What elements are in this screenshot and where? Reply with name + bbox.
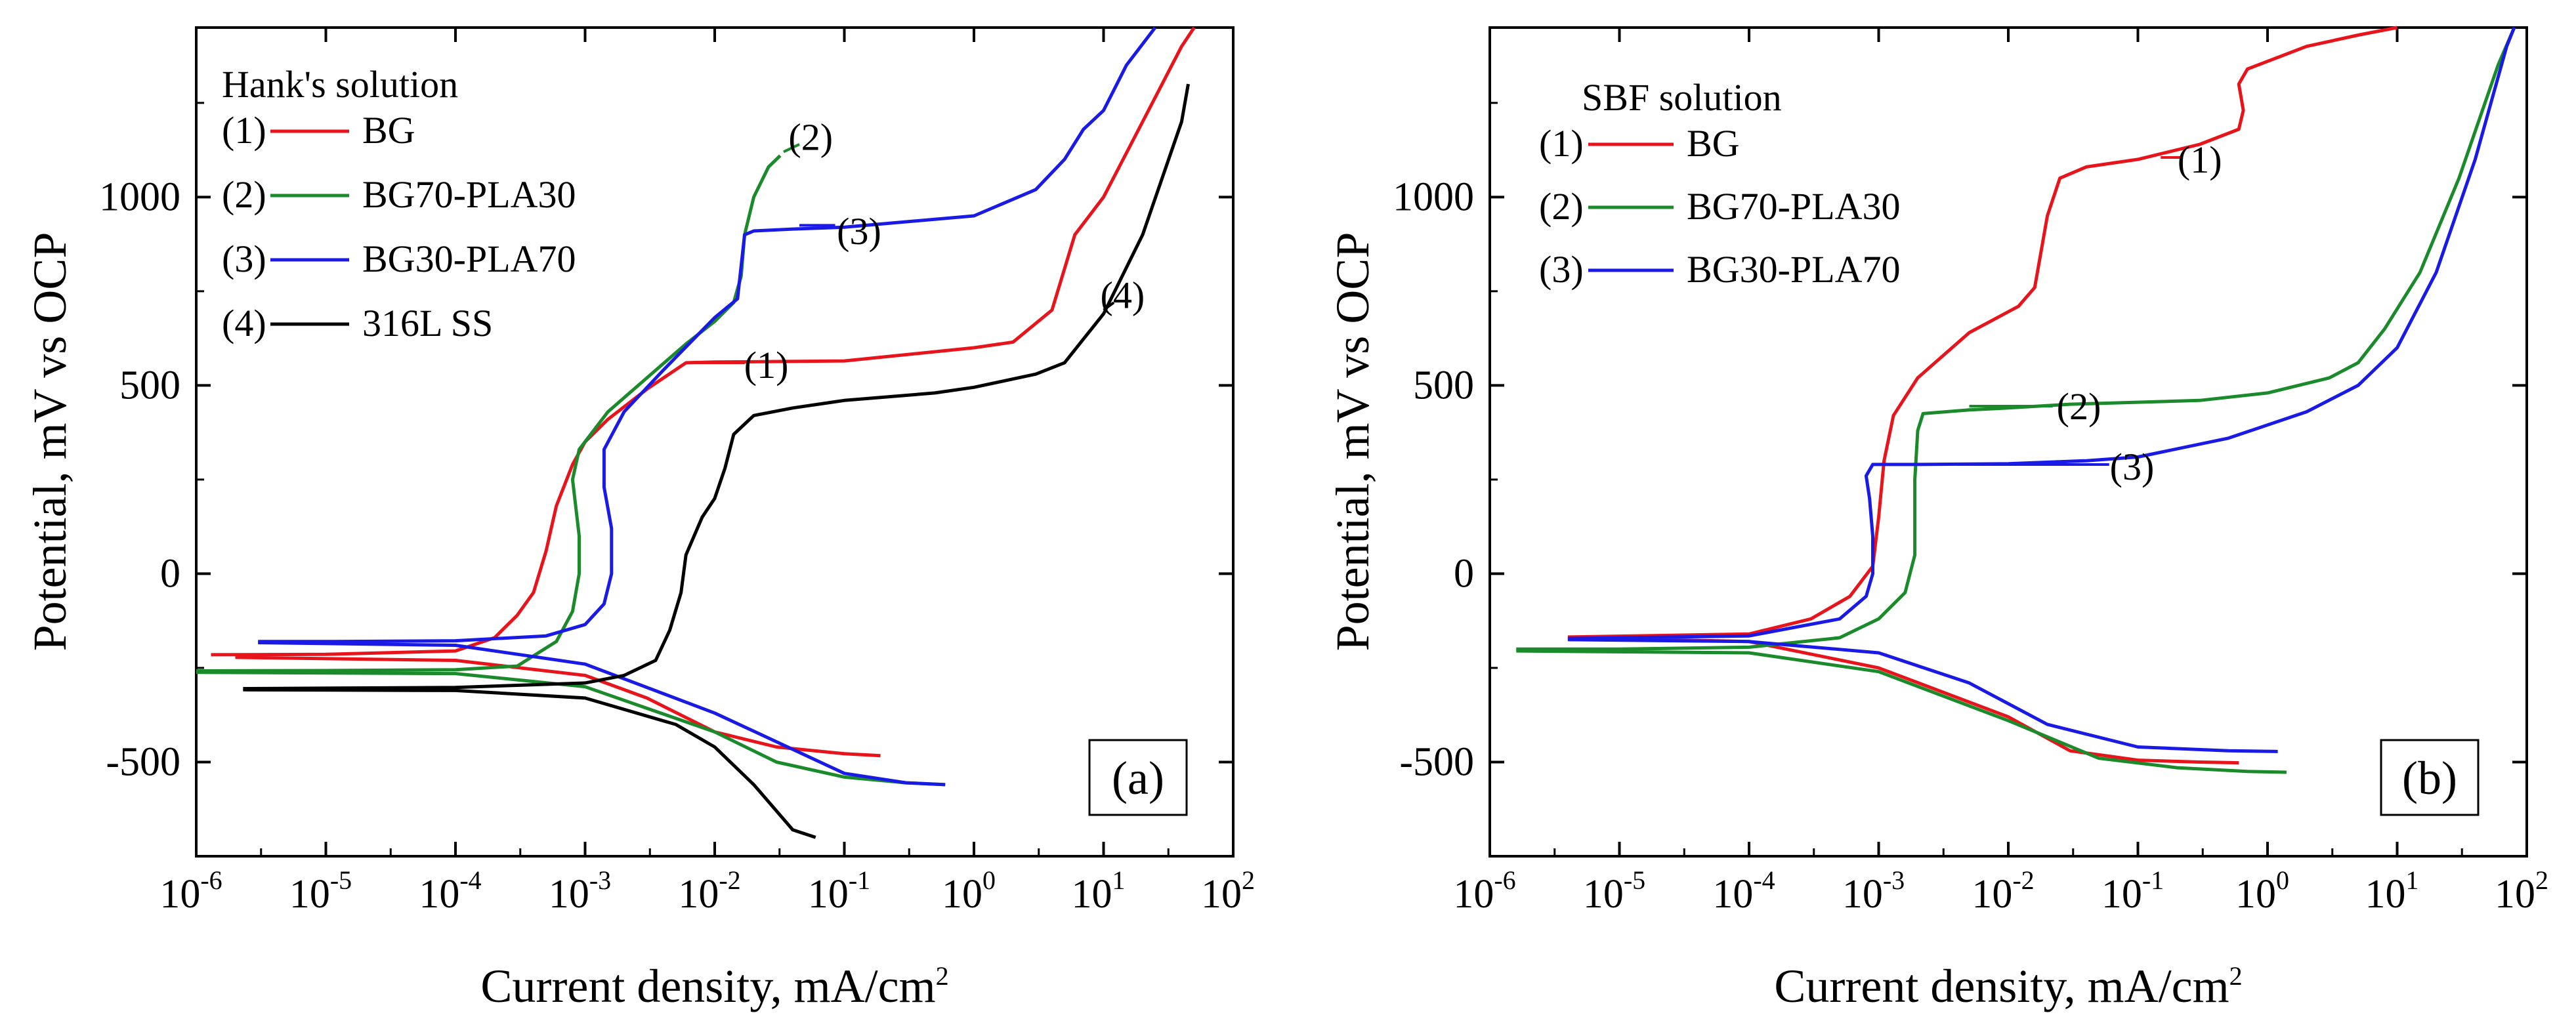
panel-a-y-axis-label: Potential, mV vs OCP bbox=[24, 232, 76, 652]
series-anodic-branch bbox=[196, 154, 782, 673]
series-cathodic-branch bbox=[1516, 649, 2287, 774]
y-tick-label: 1000 bbox=[1393, 175, 1474, 219]
y-tick-label: 0 bbox=[160, 551, 180, 596]
series-annotation-label: (3) bbox=[2110, 445, 2155, 488]
panel-a-curves bbox=[196, 26, 1196, 839]
panel-a-annotations: (1) (2) (3) (4) bbox=[686, 115, 1145, 386]
series-cathodic-branch bbox=[243, 688, 816, 839]
series-annotation-label: (2) bbox=[2057, 385, 2101, 428]
legend-entry-id: (1) bbox=[1539, 122, 1584, 165]
panel-b-ticks: 10-6 10-5 10-4 10-3 10-2 10-1 100 101 102 -500 0 50… bbox=[1393, 28, 2548, 917]
legend-entry-name: BG70-PLA30 bbox=[362, 173, 576, 216]
y-tick-label: 0 bbox=[1454, 551, 1474, 596]
legend-entry-name: BG30-PLA70 bbox=[362, 238, 576, 280]
legend-entry-name: 316L SS bbox=[362, 302, 493, 344]
legend-entry-id: (4) bbox=[222, 302, 266, 344]
legend-entry-id: (2) bbox=[222, 173, 266, 216]
panel-b-curves bbox=[1516, 26, 2516, 774]
panel-a-legend-title: Hank's solution bbox=[222, 63, 458, 106]
panel-b: 10-6 10-5 10-4 10-3 10-2 10-1 100 101 102 -500 0 50… bbox=[1326, 26, 2548, 1012]
series-annotation-label: (1) bbox=[2178, 138, 2222, 181]
panel-a-tag-box bbox=[1088, 739, 1188, 816]
x-tick-label: 101 bbox=[2365, 865, 2419, 917]
x-tick-label: 100 bbox=[2235, 865, 2289, 917]
series-cathodic-branch bbox=[235, 655, 881, 758]
legend-entry-name: BG bbox=[362, 109, 415, 152]
series-anodic-branch bbox=[258, 26, 1157, 644]
y-tick-label: 500 bbox=[119, 363, 180, 407]
panel-a-x-axis-label: Current density, mA/cm2 bbox=[480, 960, 948, 1012]
legend-entry-name: BG30-PLA70 bbox=[1687, 248, 1900, 291]
series-cathodic-branch bbox=[1567, 636, 2239, 765]
y-tick-label: 1000 bbox=[99, 175, 180, 219]
x-tick-label: 101 bbox=[1072, 865, 1126, 917]
series-annotation-label: (4) bbox=[1101, 274, 1145, 317]
panel-b-frame bbox=[1489, 26, 2528, 858]
panel-b-tag-box bbox=[2380, 739, 2480, 816]
y-tick-label: -500 bbox=[106, 739, 180, 784]
legend-entry-name: BG70-PLA30 bbox=[1687, 185, 1900, 228]
panel-a-ticks: 10-6 10-5 10-4 10-3 10-2 10-1 100 101 102 -500 0 50… bbox=[99, 28, 1255, 917]
legend-entry-id: (2) bbox=[1539, 185, 1584, 228]
panel-b-y-axis-label: Potential, mV vs OCP bbox=[1326, 232, 1379, 652]
x-tick-label: 100 bbox=[942, 865, 996, 917]
annotation-leader bbox=[1103, 301, 1115, 312]
panel-a: 10-6 10-5 10-4 10-3 10-2 10-1 100 101 102 -500 0 50… bbox=[24, 26, 1255, 1012]
series-anodic-branch bbox=[1516, 27, 2516, 651]
panel-a-legend: Hank's solution (1) BG (2) BG70-PLA30 (3) BG3… bbox=[222, 63, 576, 344]
panel-b-x-axis-label: Current density, mA/cm2 bbox=[1774, 960, 2242, 1012]
series-annotation-label: (1) bbox=[744, 344, 789, 386]
x-tick-label: 102 bbox=[2495, 865, 2548, 917]
x-tick-label: 10-3 bbox=[1842, 865, 1905, 917]
x-tick-label: 10-2 bbox=[1972, 865, 2034, 917]
legend-entry-name: BG bbox=[1687, 122, 1740, 165]
series-anodic-branch bbox=[1567, 27, 2516, 640]
x-tick-label: 10-2 bbox=[678, 865, 740, 917]
series-annotation-label: (3) bbox=[837, 210, 881, 253]
series-anodic-branch bbox=[211, 26, 1196, 657]
y-tick-label: -500 bbox=[1399, 739, 1474, 784]
x-tick-label: 10-4 bbox=[1712, 865, 1775, 917]
panel-b-annotations: (1) (2)(3) bbox=[1956, 138, 2222, 488]
panel-b-legend-title: SBF solution bbox=[1582, 76, 1782, 119]
x-tick-label: 10-6 bbox=[159, 865, 222, 917]
annotation-leader bbox=[783, 143, 800, 154]
x-tick-label: 10-1 bbox=[808, 865, 870, 917]
y-tick-label: 500 bbox=[1413, 363, 1474, 407]
series-cathodic-branch bbox=[258, 641, 946, 787]
x-tick-label: 10-6 bbox=[1453, 865, 1515, 917]
panel-b-tag: (b) bbox=[2402, 752, 2457, 804]
x-tick-label: 102 bbox=[1201, 865, 1255, 917]
legend-entry-id: (3) bbox=[1539, 248, 1584, 291]
series-anodic-branch bbox=[1567, 26, 2397, 639]
series-cathodic-branch bbox=[1567, 638, 2278, 753]
x-tick-label: 10-1 bbox=[2101, 865, 2164, 917]
legend-entry-id: (3) bbox=[222, 238, 266, 280]
x-tick-label: 10-5 bbox=[1583, 865, 1645, 917]
x-tick-label: 10-5 bbox=[289, 865, 352, 917]
x-tick-label: 10-3 bbox=[549, 865, 611, 917]
panel-b-legend: SBF solution (1) BG (2) BG70-PLA30 (3) BG30-P… bbox=[1539, 76, 1900, 291]
series-anodic-branch bbox=[243, 83, 1190, 690]
legend-entry-id: (1) bbox=[222, 109, 266, 152]
x-tick-label: 10-4 bbox=[419, 865, 481, 917]
panel-a-tag: (a) bbox=[1112, 752, 1164, 804]
series-annotation-label: (2) bbox=[788, 115, 833, 158]
